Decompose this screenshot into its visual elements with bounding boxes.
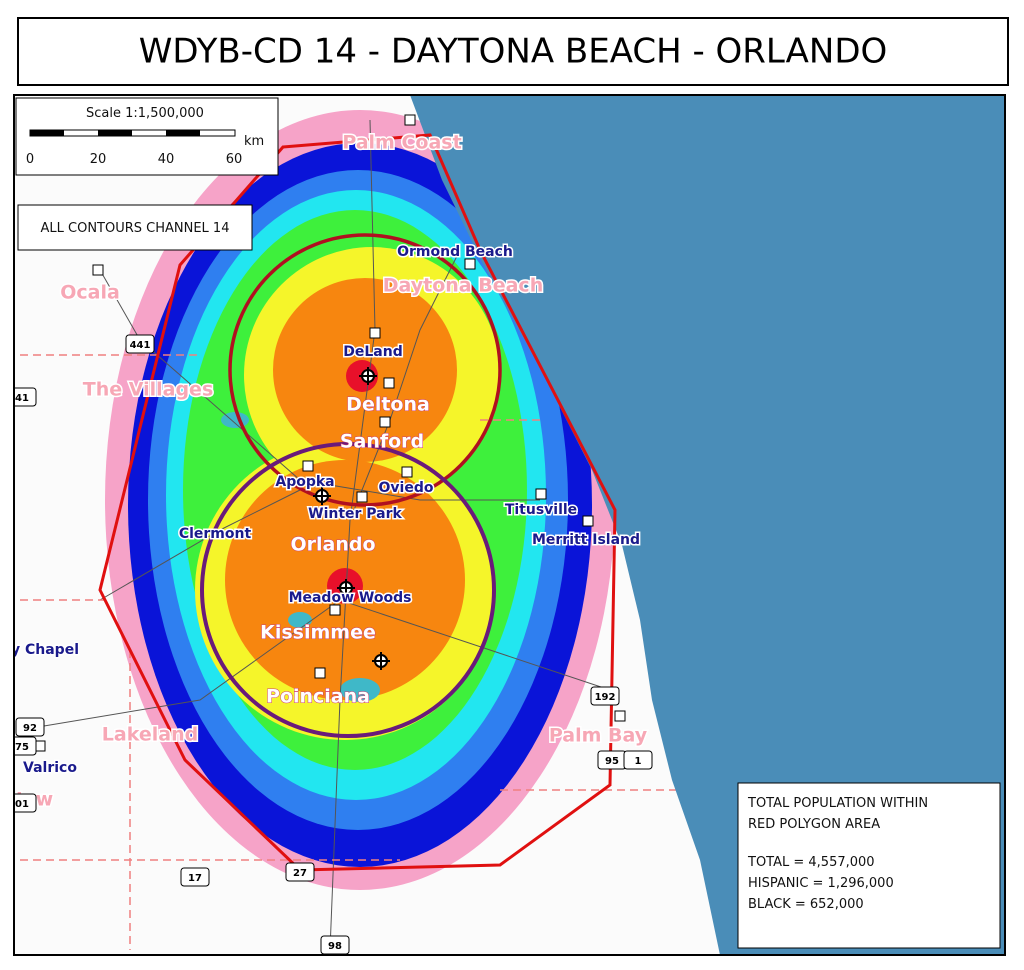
title-box [17,17,1009,86]
highway-shield [285,862,315,882]
highway-number: 192 [595,692,616,703]
transmitter-cross [359,367,377,385]
highway-shield [125,334,155,354]
city-label: Ocala [60,282,120,304]
city-marker [329,604,341,616]
ocean [410,95,1005,955]
city-marker [535,488,547,500]
scale-box: Scale 1:1,500,000 0 20 40 60 km [15,97,279,176]
city-marker [92,264,104,276]
coverage-circle [200,442,496,738]
red-polygon [98,133,617,872]
lake [340,678,380,702]
city-marker [302,460,314,472]
contours-label: ALL CONTOURS CHANNEL 14 [41,221,230,236]
city-label: Daytona Beach [383,275,543,297]
transmitter-cross [372,652,390,670]
city-label: Orlando [290,534,375,556]
highway-shield [623,750,653,770]
highway-number: 98 [328,941,342,952]
highway-shield [14,736,37,756]
city-marker [614,710,626,722]
population-box: TOTAL POPULATION WITHIN RED POLYGON AREA… [737,782,1001,949]
scale-tick: 60 [226,152,243,167]
city-label: Poinciana [266,686,370,708]
highway-shield [14,793,37,813]
city-marker [314,667,326,679]
coverage-circle [228,233,502,507]
scale-tick: 20 [90,152,107,167]
city-label: Palm Bay [549,725,648,747]
highway-number: 92 [23,723,37,734]
scale-bar [166,130,200,136]
population-heading: RED POLYGON AREA [748,817,880,832]
city-label: The Villages [83,379,214,401]
highway-number: 41 [15,393,29,404]
city-label: Apopka [275,474,334,490]
highway-number: 1 [635,756,642,767]
city-label: Merritt Island [532,532,640,548]
city-marker [356,491,368,503]
city-label: Titusville [505,502,577,518]
city-marker [383,377,395,389]
city-label: Clermont [179,526,252,542]
scale-tick: 0 [26,152,34,167]
population-frame [737,782,1001,949]
city-label: Meadow Woods [289,590,412,606]
city-marker [369,327,381,339]
title: WDYB-CD 14 - DAYTONA BEACH - ORLANDO [139,32,888,72]
highway-number: 17 [188,873,202,884]
transmitter-cross [313,487,331,505]
city-marker [464,258,476,270]
city-label: Winter Park [308,506,402,522]
highway-number: 75 [15,742,29,753]
roads [19,119,611,951]
population-line: TOTAL = 4,557,000 [747,855,875,870]
city-label: Kissimmee [260,622,376,644]
city-label: DeLand [343,344,402,360]
labels: Palm Coast Ormond Beach Daytona Beach Ocala… [11,130,653,955]
city-marker [401,466,413,478]
population-line: BLACK = 652,000 [748,897,864,912]
city-label: y Chapel [11,642,79,658]
scale-label: Scale 1:1,500,000 [86,106,204,121]
city-label: Deltona [346,394,430,416]
highway-shield [14,387,37,407]
highway-number: 27 [293,868,307,879]
highway-number: 441 [130,340,151,351]
contours-box [17,204,253,251]
city-label: Sanford [340,431,424,453]
population-heading: TOTAL POPULATION WITHIN [747,796,928,811]
city-marker [379,416,391,428]
city-label: Oviedo [379,480,434,496]
highway-shield [590,686,620,706]
highway-shield [15,717,45,737]
map-frame [13,94,1006,956]
city-label: Lakeland [102,724,198,746]
highway-number: 95 [605,756,619,767]
city-marker [404,114,416,126]
highway-shield [180,867,210,887]
markers [34,114,626,752]
city-marker [582,515,594,527]
transmitter-cross [337,579,355,597]
scale-bar [98,130,132,136]
city-label: Palm Coast [342,132,461,154]
scale-tick: 40 [158,152,175,167]
highway-number: 01 [15,799,29,810]
scale-bar [30,130,64,136]
city-label: Valrico [23,760,77,776]
scale-unit: km [244,134,264,149]
population-line: HISPANIC = 1,296,000 [748,876,894,891]
city-label: Ormond Beach [397,244,513,260]
